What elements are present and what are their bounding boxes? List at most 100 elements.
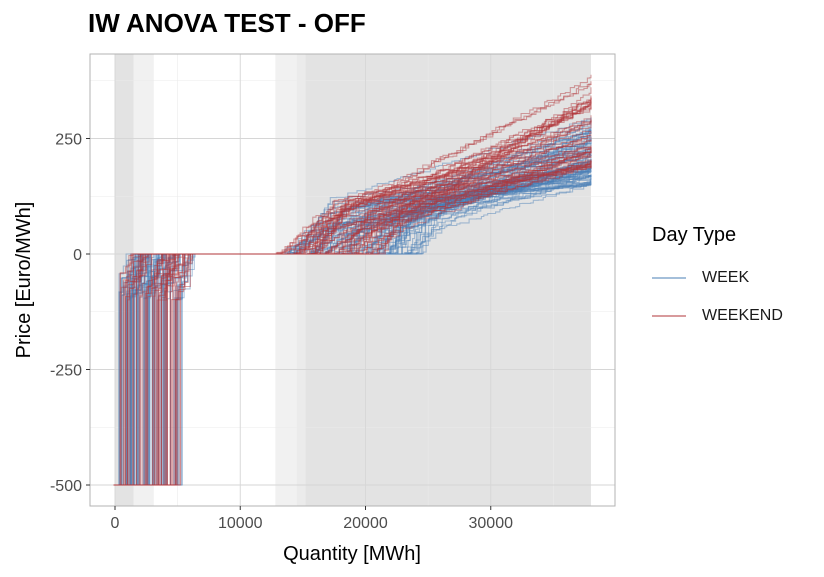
- curve-week: [113, 139, 592, 486]
- curve-week: [113, 131, 592, 486]
- curve-weekend: [113, 99, 591, 486]
- y-tick-label: 0: [73, 247, 82, 264]
- curve-weekend: [113, 119, 592, 486]
- y-tick-label: -500: [50, 478, 82, 495]
- curve-weekend: [113, 104, 592, 486]
- curve-weekend: [113, 165, 592, 486]
- curve-week: [113, 159, 592, 486]
- curve-weekend: [113, 120, 592, 486]
- curve-weekend: [113, 115, 592, 486]
- curve-week: [113, 129, 592, 486]
- curve-week: [113, 141, 592, 486]
- curve-week: [113, 166, 592, 486]
- curve-week: [113, 132, 592, 486]
- series-week: [113, 117, 592, 486]
- shaded-band-4: [305, 54, 591, 506]
- curve-week: [113, 169, 592, 486]
- curve-weekend: [113, 149, 592, 486]
- legend-item-weekend: WEEKEND: [652, 297, 783, 335]
- curve-weekend: [113, 101, 592, 486]
- curve-week: [113, 138, 592, 486]
- curve-weekend: [113, 81, 592, 486]
- curve-week: [113, 171, 591, 486]
- curve-weekend: [113, 161, 592, 486]
- curve-weekend: [113, 161, 591, 486]
- panel-border: [89, 53, 616, 507]
- curve-weekend: [113, 160, 592, 486]
- curve-weekend: [113, 164, 592, 486]
- curve-week: [113, 129, 591, 486]
- curve-week: [113, 184, 591, 486]
- legend-label-week: WEEK: [702, 269, 750, 286]
- curve-week: [113, 175, 592, 486]
- shaded-band-0: [115, 54, 134, 506]
- curve-week: [113, 174, 591, 486]
- x-tick-label: 30000: [469, 515, 514, 532]
- curve-weekend: [113, 145, 592, 486]
- series-weekend: [113, 74, 592, 486]
- curve-week: [113, 159, 591, 486]
- curve-week: [113, 154, 592, 486]
- curve-week: [113, 180, 592, 486]
- curve-week: [113, 169, 592, 486]
- curve-weekend: [113, 163, 591, 486]
- curve-weekend: [113, 165, 592, 486]
- curve-week: [113, 157, 592, 486]
- curve-week: [113, 147, 592, 486]
- curve-week: [113, 174, 592, 486]
- curve-week: [113, 147, 592, 486]
- curve-weekend: [113, 160, 592, 486]
- curve-weekend: [113, 165, 592, 486]
- grid-lines: [90, 54, 615, 506]
- curve-weekend: [113, 147, 592, 486]
- curve-week: [113, 162, 591, 486]
- curve-weekend: [113, 123, 592, 486]
- curve-weekend: [113, 119, 592, 486]
- curve-week: [113, 169, 591, 486]
- curve-week: [113, 170, 591, 486]
- curve-week: [113, 129, 592, 486]
- curve-weekend: [113, 104, 592, 486]
- curve-week: [113, 174, 591, 486]
- curve-week: [113, 162, 592, 486]
- curve-week: [113, 163, 592, 486]
- legend-label-weekend: WEEKEND: [702, 307, 783, 324]
- shaded-band-3: [296, 54, 306, 506]
- curve-week: [113, 184, 591, 486]
- curve-week: [113, 176, 592, 486]
- curve-weekend: [113, 159, 591, 486]
- curve-week: [113, 164, 592, 486]
- curve-week: [113, 178, 592, 486]
- curve-week: [113, 170, 592, 486]
- curve-week: [113, 181, 592, 486]
- curve-weekend: [113, 139, 592, 486]
- curve-weekend: [113, 148, 592, 486]
- curve-weekend: [113, 102, 592, 486]
- curve-weekend: [113, 104, 591, 486]
- curve-weekend: [113, 120, 592, 486]
- curve-week: [113, 181, 591, 486]
- curve-week: [113, 142, 592, 486]
- curve-week: [113, 183, 591, 486]
- curve-week: [113, 154, 592, 486]
- curve-week: [113, 117, 592, 486]
- curve-week: [113, 129, 591, 486]
- curve-week: [113, 168, 591, 486]
- curve-weekend: [113, 83, 592, 486]
- curve-week: [113, 148, 591, 486]
- curve-week: [113, 168, 591, 486]
- curve-weekend: [113, 131, 592, 486]
- curve-weekend: [113, 136, 592, 486]
- curve-week: [113, 161, 592, 486]
- curve-weekend: [113, 149, 592, 486]
- curve-week: [113, 179, 592, 486]
- curve-week: [113, 182, 592, 486]
- curve-week: [113, 150, 592, 486]
- curve-week: [113, 158, 592, 486]
- axis-ticks: 0 10000 20000 30000 -500 -250 0 250: [50, 132, 513, 533]
- curve-week: [113, 172, 592, 486]
- curve-week: [113, 169, 591, 486]
- shaded-bands: [115, 54, 591, 506]
- curve-week: [113, 159, 592, 486]
- curve-week: [113, 167, 592, 486]
